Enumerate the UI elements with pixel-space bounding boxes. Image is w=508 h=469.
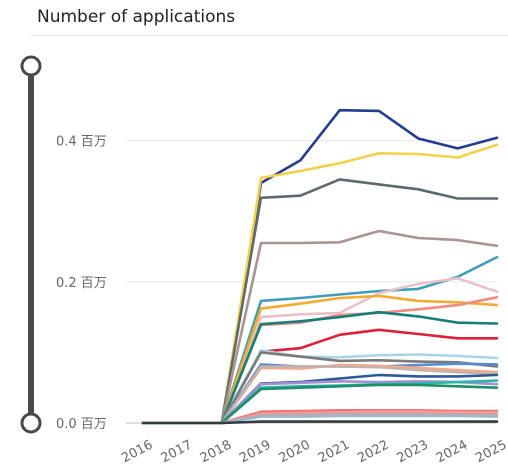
series-line[interactable] [141,229,499,425]
x-axis: 2016 2017 2018 2019 2020 2021 2022 2023 2024 2025 [119,438,508,467]
y-tick-label: 0.0 百万 [56,417,107,432]
x-tick-label: 2024 [434,438,470,467]
x-tick-label: 2023 [395,438,431,467]
series-line[interactable] [141,295,499,425]
time-slider-handle-end[interactable] [20,55,42,77]
chart-header: Number of applications [30,0,508,36]
x-tick-label: 2022 [355,438,391,467]
x-tick-label: 2021 [316,438,352,467]
chart-title: Number of applications [37,7,236,27]
y-tick-label: 0.2 百万 [56,276,107,291]
x-tick-label: 2017 [159,438,195,467]
x-tick-label: 2025 [473,438,508,467]
time-slider-handle-start[interactable] [20,412,42,434]
x-tick-label: 2020 [277,438,313,467]
x-tick-label: 2019 [237,438,273,467]
time-slider[interactable] [20,55,42,434]
y-tick-label: 0.4 百万 [56,135,107,150]
x-tick-label: 2016 [119,438,155,467]
series-line[interactable] [141,420,499,425]
y-axis: 0.0 百万 0.2 百万 0.4 百万 [56,135,107,432]
series-lines [141,108,499,425]
x-tick-label: 2018 [198,438,234,467]
